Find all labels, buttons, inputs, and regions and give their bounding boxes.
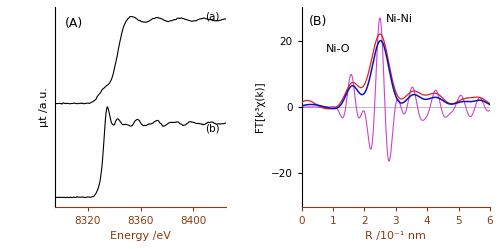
Text: Ni-Ni: Ni-Ni: [386, 14, 412, 24]
X-axis label: Energy /eV: Energy /eV: [110, 231, 171, 241]
Text: (A): (A): [66, 17, 84, 30]
Y-axis label: μt /a.u.: μt /a.u.: [40, 87, 50, 127]
Text: (b): (b): [205, 124, 220, 134]
Text: (B): (B): [309, 15, 328, 28]
Text: Ni-O: Ni-O: [326, 44, 350, 54]
Text: (a): (a): [205, 12, 220, 22]
Y-axis label: FT[k³χ(k)]: FT[k³χ(k)]: [255, 82, 265, 132]
X-axis label: R /10⁻¹ nm: R /10⁻¹ nm: [366, 231, 426, 241]
